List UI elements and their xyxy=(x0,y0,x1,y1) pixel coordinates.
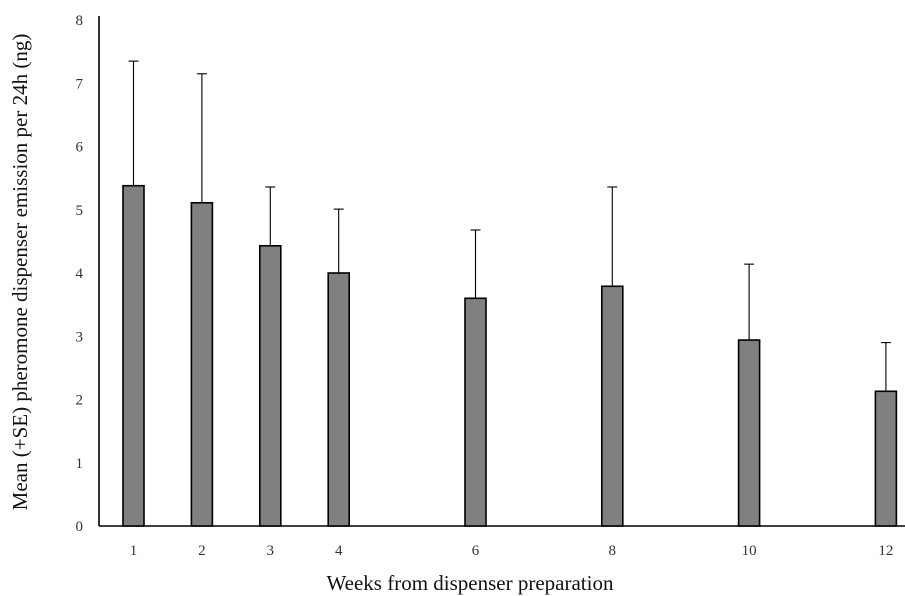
y-tick-label: 5 xyxy=(76,203,84,219)
y-tick-label: 2 xyxy=(76,393,84,409)
bar xyxy=(327,272,351,527)
y-tick-label: 3 xyxy=(76,329,84,345)
y-tick-label: 1 xyxy=(76,456,84,472)
y-tick-label: 7 xyxy=(76,76,84,92)
x-tick-label: 2 xyxy=(198,543,206,559)
x-tick-label: 12 xyxy=(878,543,893,559)
x-tick-label: 3 xyxy=(267,543,275,559)
x-tick-label: 10 xyxy=(742,543,757,559)
y-tick-label: 8 xyxy=(76,13,84,29)
x-axis-title: Weeks from dispenser preparation xyxy=(327,571,614,595)
bar xyxy=(190,201,214,527)
y-tick-label: 4 xyxy=(76,266,84,282)
y-tick-label: 0 xyxy=(76,519,84,535)
bar xyxy=(464,297,487,527)
x-tick-label: 6 xyxy=(472,543,480,559)
x-tick-label: 8 xyxy=(609,543,617,559)
x-tick-label: 4 xyxy=(335,543,343,559)
y-axis-title: Mean (+SE) pheromone dispenser emission … xyxy=(8,34,32,511)
bar xyxy=(874,390,898,527)
bar xyxy=(600,285,624,527)
bar xyxy=(122,184,145,527)
x-tick-label: 1 xyxy=(130,543,138,559)
y-tick-label: 6 xyxy=(76,140,84,156)
bar xyxy=(737,339,761,527)
bar xyxy=(258,245,282,527)
